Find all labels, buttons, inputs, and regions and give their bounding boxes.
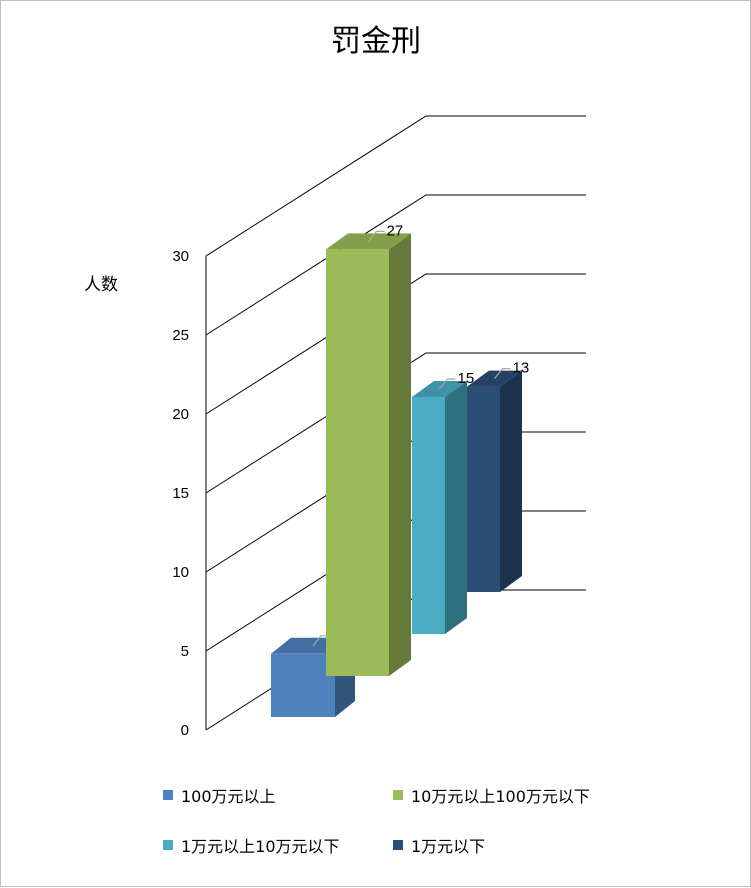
y-tick-label: 20	[172, 406, 189, 423]
bar-front	[412, 397, 445, 634]
gridline	[205, 194, 586, 336]
data-label: 13	[513, 360, 530, 377]
legend-swatch	[163, 790, 173, 800]
gridline	[205, 115, 586, 257]
legend-swatch	[163, 840, 173, 850]
data-label: 27	[387, 222, 404, 239]
data-label-leader	[439, 378, 456, 390]
legend-label: 10万元以上100万元以下	[411, 787, 590, 806]
y-tick-label: 0	[181, 722, 189, 739]
data-label-leader	[494, 368, 511, 379]
bar-front	[271, 653, 335, 717]
legend-item-1: 100万元以上	[163, 783, 276, 807]
y-tick-label: 5	[181, 643, 189, 660]
data-label: 15	[458, 370, 475, 387]
legend-label: 1万元以下	[411, 837, 486, 856]
bar-front	[326, 249, 389, 676]
y-tick-label: 25	[172, 327, 189, 344]
bars: 4271513	[271, 222, 529, 717]
legend-item-2: 10万元以上100万元以下	[393, 783, 590, 807]
gridline	[205, 352, 586, 494]
y-tick-label: 15	[172, 485, 189, 502]
legend-label: 100万元以上	[181, 787, 276, 806]
legend-swatch	[393, 840, 403, 850]
gridline	[205, 273, 586, 415]
bar-front	[467, 386, 500, 592]
bar-4: 13	[467, 360, 529, 592]
bar-side	[445, 381, 467, 634]
y-tick-label: 30	[172, 248, 189, 265]
bar-side	[389, 233, 411, 676]
legend-item-4: 1万元以下	[393, 833, 485, 857]
y-tick-label: 10	[172, 564, 189, 581]
bar-3: 15	[412, 370, 474, 634]
y-axis-label: 人数	[84, 275, 118, 295]
bar-2: 27	[326, 222, 411, 676]
y-axis-ticks: 0 5 10 15 20 25 30	[172, 248, 189, 739]
data-label-leader	[368, 230, 385, 242]
bar-side	[500, 370, 522, 592]
legend-label: 1万元以上10万元以下	[181, 837, 340, 856]
legend-item-3: 1万元以上10万元以下	[163, 833, 340, 857]
legend-swatch	[393, 790, 403, 800]
chart-title: 罚金刑	[331, 24, 421, 59]
